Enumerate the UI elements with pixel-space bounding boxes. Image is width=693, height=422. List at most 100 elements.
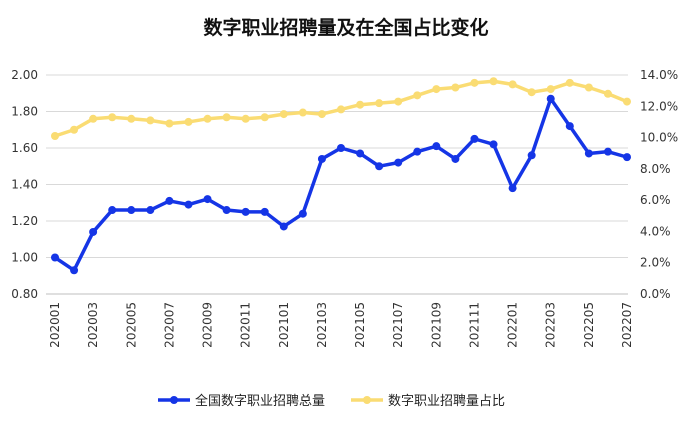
series-share (51, 77, 631, 141)
right-tick-label: 12.0% (640, 99, 678, 113)
left-tick-label: 1.20 (11, 214, 38, 228)
right-tick-label: 8.0% (640, 162, 671, 176)
data-point (222, 206, 231, 215)
legend-label: 数字职业招聘量占比 (388, 394, 505, 409)
data-point (565, 78, 574, 87)
data-point (127, 206, 136, 215)
data-point (527, 151, 536, 160)
data-point (432, 142, 441, 151)
data-point (623, 153, 631, 162)
legend-marker (363, 396, 371, 404)
right-tick-label: 4.0% (640, 224, 671, 238)
data-point (89, 114, 98, 123)
data-point (394, 97, 403, 106)
data-point (279, 110, 288, 119)
data-point (260, 207, 269, 216)
data-point (451, 83, 460, 92)
data-point (184, 117, 193, 126)
data-point (508, 80, 517, 89)
data-point (146, 116, 155, 125)
data-point (108, 113, 117, 122)
data-point (279, 222, 288, 231)
x-tick-label: 202207 (620, 302, 634, 348)
x-tick-label: 202003 (86, 302, 100, 348)
legend: 全国数字职业招聘总量 数字职业招聘量占比 (158, 393, 505, 409)
data-point (546, 94, 555, 103)
data-point (623, 97, 631, 106)
data-point (317, 110, 326, 119)
data-point (603, 89, 612, 98)
right-tick-label: 2.0% (640, 256, 671, 270)
data-point (413, 91, 422, 100)
left-tick-label: 1.00 (11, 251, 38, 265)
right-tick-label: 6.0% (640, 193, 671, 207)
data-point (241, 114, 250, 123)
x-tick-label: 202001 (48, 302, 62, 348)
data-point (70, 125, 79, 134)
left-tick-label: 1.80 (11, 105, 38, 119)
data-point (203, 114, 212, 123)
x-tick-label: 202005 (124, 302, 138, 348)
data-point (356, 149, 365, 158)
data-point (413, 147, 422, 156)
x-tick-label: 202009 (201, 302, 215, 348)
data-point (356, 100, 365, 109)
data-point (51, 132, 59, 141)
series-total-recruitment (51, 94, 631, 275)
data-point (70, 266, 79, 275)
data-point (260, 113, 269, 122)
right-tick-label: 10.0% (640, 131, 678, 145)
x-tick-label: 202011 (239, 302, 253, 348)
x-tick-label: 202111 (467, 302, 481, 348)
data-point (375, 162, 384, 171)
left-tick-label: 1.40 (11, 178, 38, 192)
series-layer (51, 77, 631, 275)
x-tick-label: 202103 (315, 302, 329, 348)
right-tick-label: 14.0% (640, 68, 678, 82)
data-point (375, 99, 384, 108)
left-y-axis: 0.80 1.00 1.20 1.40 1.60 1.80 2.00 (11, 68, 38, 301)
x-tick-label: 202205 (582, 302, 596, 348)
right-y-axis: 0.0% 2.0% 4.0% 6.0% 8.0% 10.0% 12.0% 14.0% (640, 68, 678, 301)
data-point (337, 105, 345, 114)
x-tick-label: 202109 (429, 302, 443, 348)
data-point (184, 200, 193, 209)
data-point (508, 184, 517, 193)
data-point (527, 88, 536, 97)
left-tick-label: 0.80 (11, 287, 38, 301)
data-point (165, 119, 174, 128)
left-tick-label: 1.60 (11, 141, 38, 155)
data-point (470, 78, 479, 87)
x-axis: 202001 202003 202005 202007 202009 202011 2021… (46, 293, 634, 348)
data-point (451, 154, 460, 163)
data-point (337, 144, 345, 152)
data-point (146, 206, 155, 215)
grid-lines (46, 74, 628, 295)
data-point (298, 209, 307, 218)
data-point (489, 77, 498, 86)
legend-marker (170, 396, 178, 404)
data-point (546, 85, 555, 94)
data-point (165, 196, 174, 205)
data-point (222, 113, 231, 122)
x-tick-label: 202101 (277, 302, 291, 348)
x-tick-label: 202107 (391, 302, 405, 348)
chart-title: 数字职业招聘量及在全国占比变化 (203, 16, 488, 39)
left-tick-label: 2.00 (11, 68, 38, 82)
data-point (241, 207, 250, 216)
data-point (127, 114, 136, 123)
data-point (51, 253, 59, 262)
data-point (470, 134, 479, 143)
x-tick-label: 202201 (506, 302, 520, 348)
x-tick-label: 202203 (544, 302, 558, 348)
data-point (317, 154, 326, 163)
data-point (108, 206, 117, 215)
x-tick-label: 202007 (162, 302, 176, 348)
x-tick-label: 202105 (353, 302, 367, 348)
data-point (89, 227, 98, 236)
right-tick-label: 0.0% (640, 287, 671, 301)
data-point (584, 149, 593, 158)
data-point (203, 195, 212, 204)
